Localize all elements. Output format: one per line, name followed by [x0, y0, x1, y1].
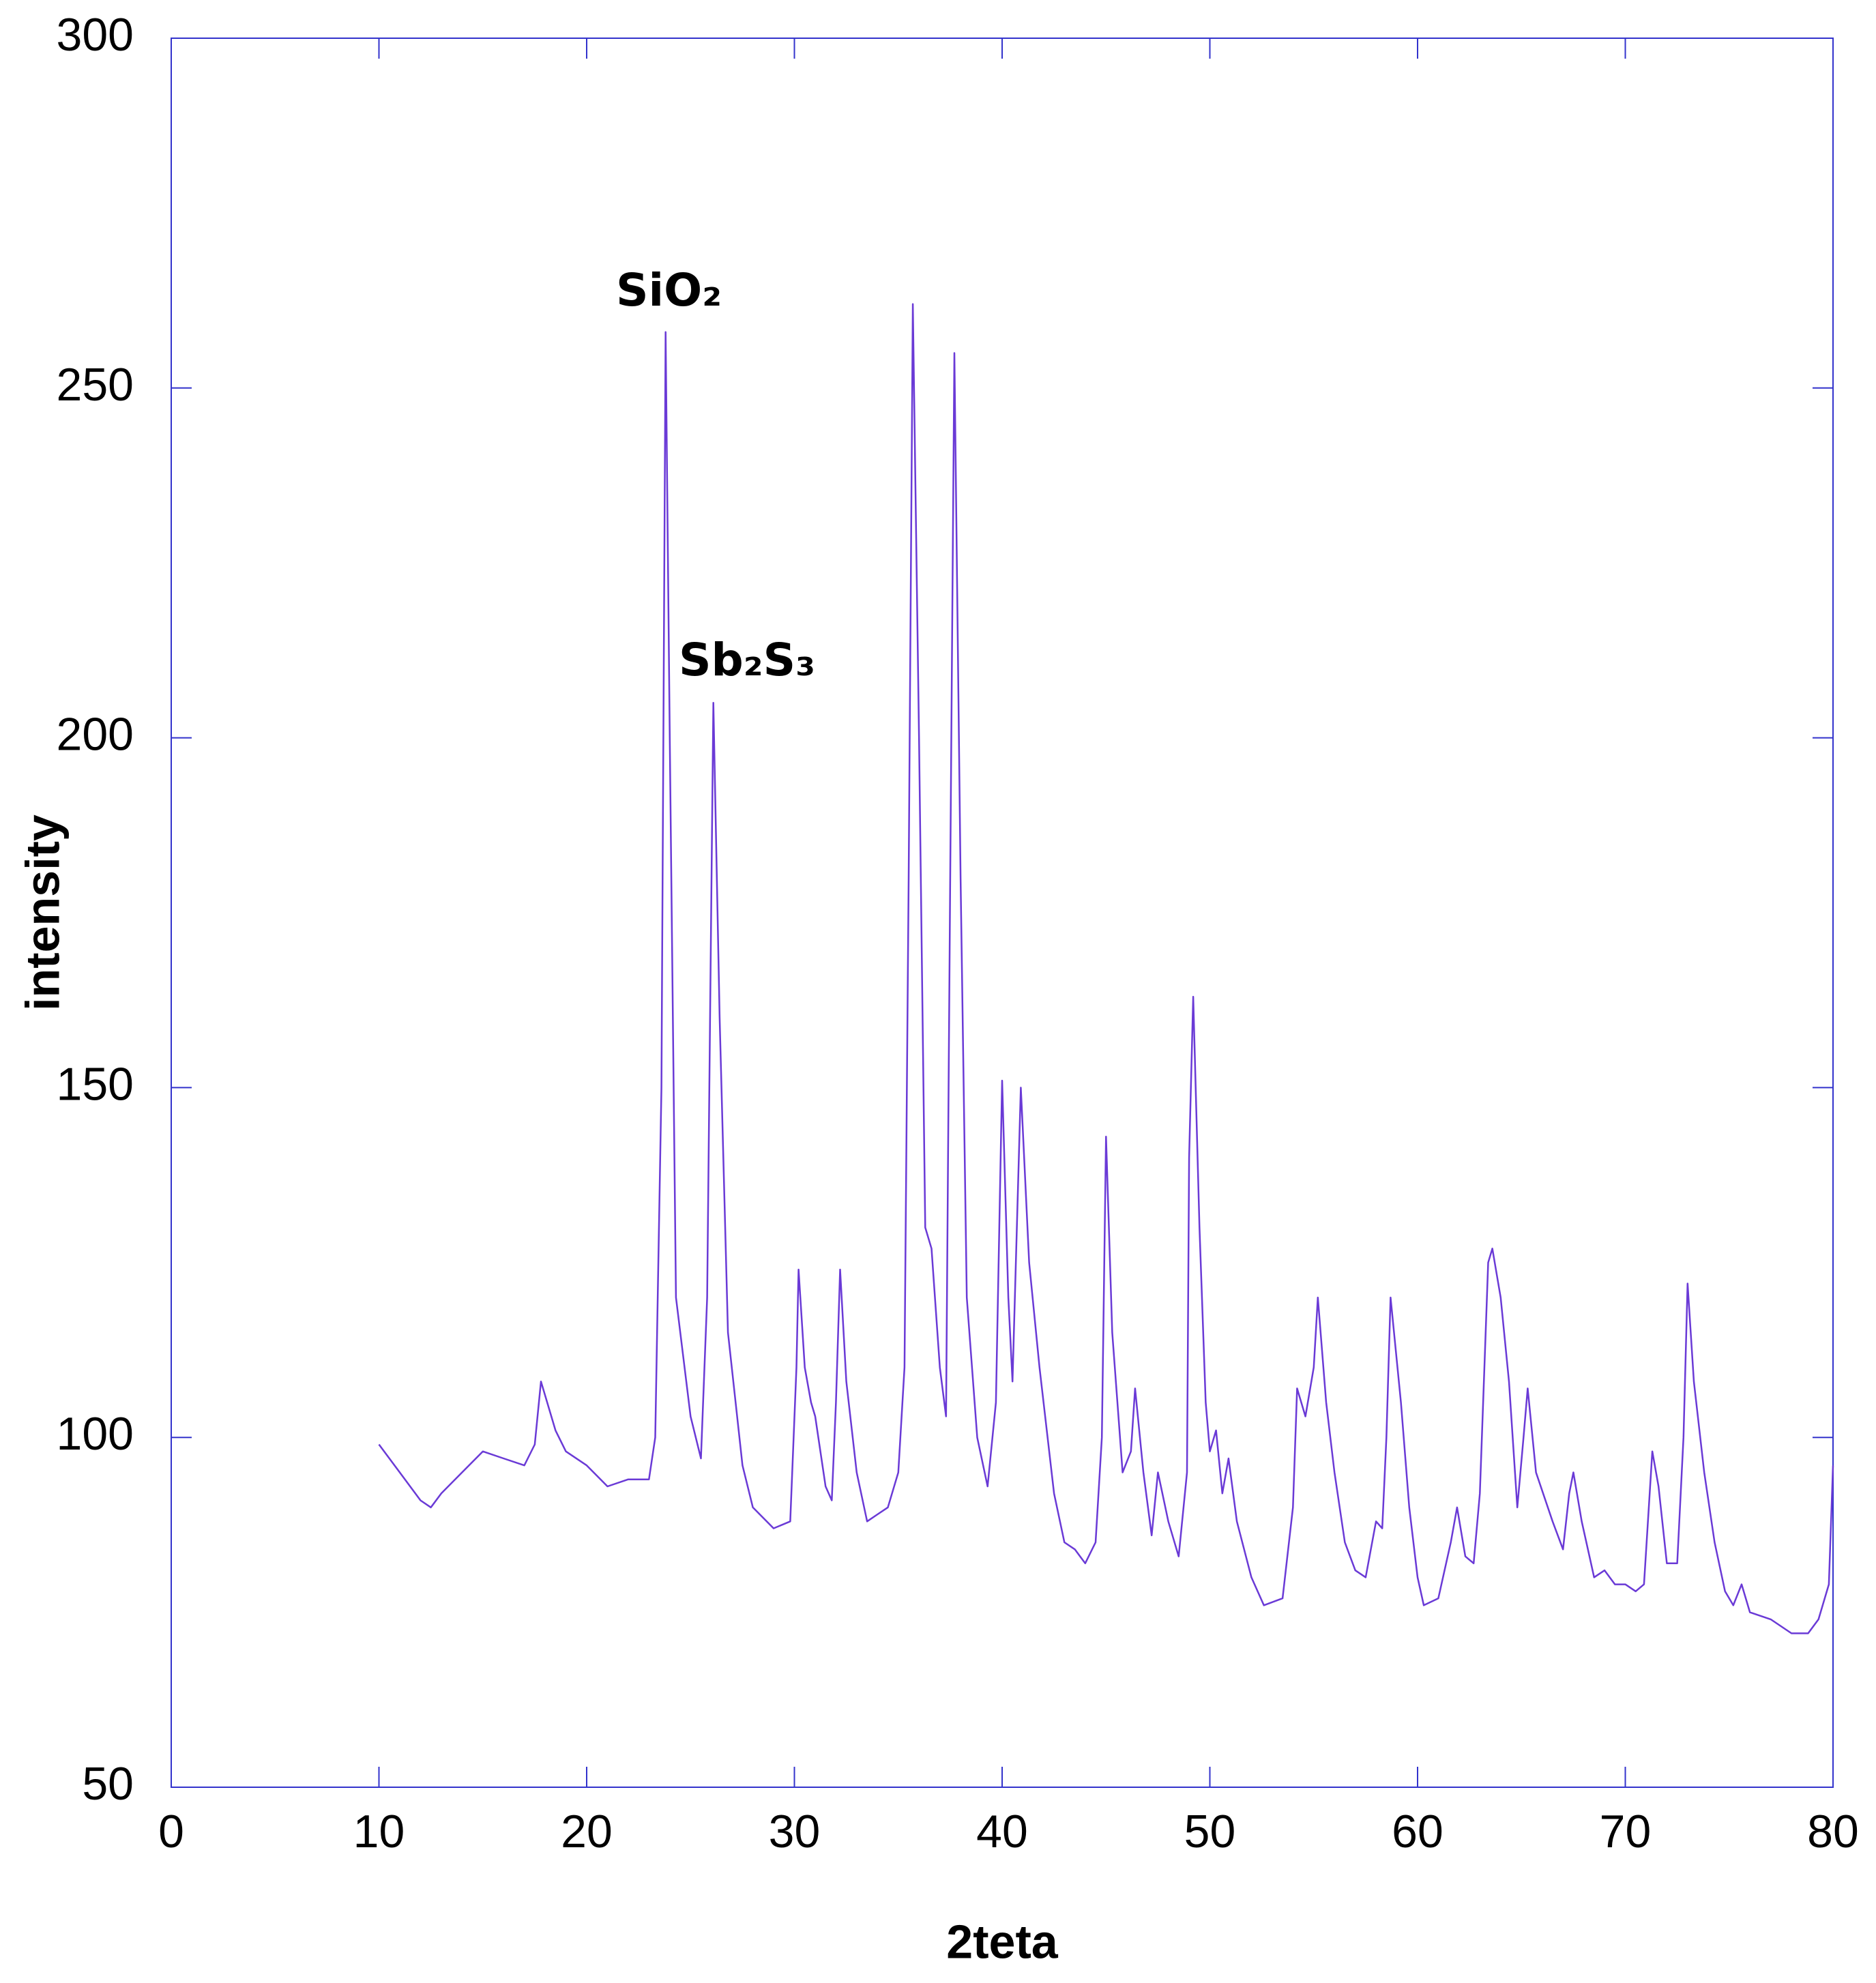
- y-tick-label: 200: [57, 709, 134, 761]
- annotation: SiO₂: [616, 264, 722, 317]
- plot-frame: [171, 38, 1834, 1788]
- y-tick-label: 50: [82, 1758, 134, 1810]
- data-line: [378, 303, 1834, 1634]
- x-tick-label: 40: [976, 1806, 1028, 1857]
- x-tick-label: 70: [1600, 1806, 1652, 1857]
- x-tick-label: 80: [1807, 1806, 1859, 1857]
- x-tick-label: 50: [1184, 1806, 1236, 1857]
- y-tick-label: 150: [57, 1058, 134, 1110]
- x-tick-label: 0: [158, 1806, 184, 1857]
- x-axis-label: 2teta: [946, 1915, 1058, 1968]
- x-tick-label: 10: [353, 1806, 405, 1857]
- y-tick-label: 300: [57, 9, 134, 61]
- x-tick-label: 20: [561, 1806, 613, 1857]
- y-tick-label: 250: [57, 359, 134, 411]
- y-tick-label: 100: [57, 1408, 134, 1460]
- annotation: Sb₂S₃: [679, 634, 815, 686]
- y-axis-label: intensity: [16, 814, 69, 1011]
- x-tick-label: 60: [1392, 1806, 1443, 1857]
- x-tick-label: 30: [769, 1806, 821, 1857]
